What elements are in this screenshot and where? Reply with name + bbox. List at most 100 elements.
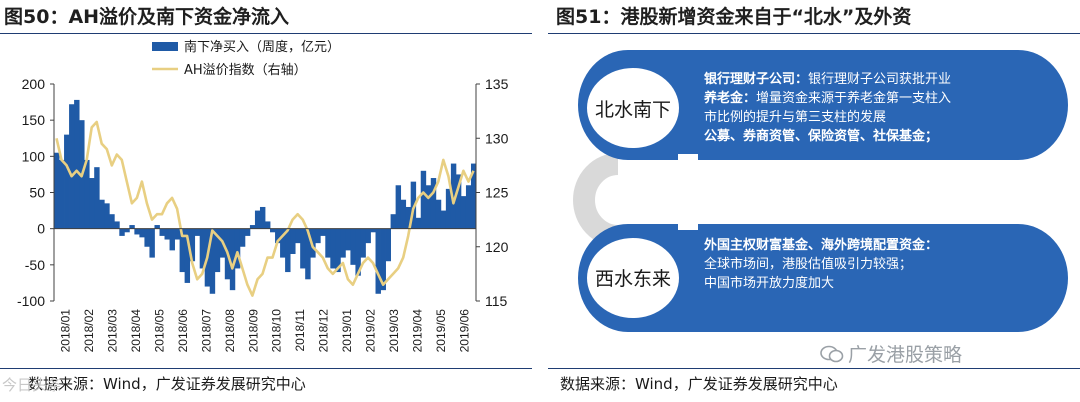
x-tick-label: 2018/06 [176,309,190,353]
wechat-icon [820,345,844,363]
southbound-bar [69,104,75,229]
x-tick-label: 2019/03 [387,309,401,353]
left-tick-label: -50 [25,257,45,273]
corner-watermark: 今日头条 [2,376,63,394]
southbound-bar [400,199,407,229]
southbound-bar [244,228,251,236]
southbound-bar [435,199,442,229]
right-tick-label: 120 [485,239,509,255]
watermark: 广发港股策略 [820,340,962,367]
diagram-text-line: 全球市场间，港股估值吸引力较强； [704,256,912,272]
right-tick-label: 135 [485,76,509,92]
x-tick-label: 2018/12 [317,309,331,353]
southbound-bar [209,228,216,294]
southbound-bar [239,228,246,247]
southbound-bar [350,228,356,265]
diagram-text-line: 外国主权财富基金、海外跨境配置资金： [703,237,938,253]
x-tick-label: 2018/07 [199,309,213,353]
left-tick-label: 150 [22,112,46,128]
southbound-bar [415,217,422,229]
southbound-bar [305,228,311,280]
southbound-bar [410,181,417,229]
southbound-bar [84,159,90,229]
southbound-bar [375,228,381,294]
x-tick-label: 2019/02 [364,309,378,353]
southbound-bar [159,228,165,236]
north-banner [578,50,1068,160]
southbound-bar [179,228,186,273]
southbound-bar [94,167,100,229]
southbound-bar [169,228,175,251]
southbound-bar [254,210,261,229]
southbound-bar [295,228,301,244]
ah-premium-chart: 200 150 100 50 0 -50 -100 135 130 125 120 115 2018/0… [17,39,509,353]
southbound-bar [189,228,196,262]
southbound-bar [325,228,331,258]
southbound-bar [330,228,336,269]
grey-ring [573,153,619,247]
southbound-bar [390,214,397,229]
southbound-bar [365,228,371,244]
southbound-bar [465,185,472,229]
southbound-bar [460,196,467,229]
southbound-bar [54,152,60,229]
southbound-bar [345,228,351,251]
southbound-bar [470,163,477,229]
southbound-bar [199,228,206,269]
diagram-text-line: 养老金：增量资金来源于养老金第一支柱入 [703,90,951,106]
right-tick-label: 115 [485,293,508,309]
source-rule [0,368,532,369]
southbound-bar [119,228,125,236]
southbound-bar [360,228,366,258]
southbound-bar [144,228,150,247]
southbound-bar [249,225,256,229]
x-tick-label: 2019/01 [340,309,354,353]
x-tick-label: 2018/05 [153,309,167,353]
southbound-bar [385,228,391,262]
title-rule [0,33,532,34]
west-circle [587,238,679,318]
diagram-text-line: 中国市场开放力度加大 [704,275,834,291]
west-label: 西水东来 [595,268,671,290]
southbound-bar [74,99,80,229]
left-tick-label: -100 [17,293,45,309]
chart-legend: 南下净买入（周度，亿元） AH溢价指数（右轴） [152,39,340,78]
north-label: 北水南下 [595,99,671,121]
southbound-bar [129,225,135,229]
left-source: 数据来源：Wind，广发证券发展研究中心 [28,375,306,393]
southbound-bar [134,228,140,235]
southbound-bar [174,228,180,240]
x-tick-label: 2018/02 [82,309,96,353]
southbound-bar [214,228,221,273]
capital-source-diagram: 北水南下 西水东来 银行理财子公司：银行理财子公司获批开业养老金：增量资金来源于… [573,50,1068,332]
southbound-bar [300,228,306,269]
north-circle [587,68,679,148]
southbound-bar [320,228,326,236]
southbound-bar [154,225,160,229]
southbound-bar [265,221,271,229]
x-tick-label: 2018/08 [223,309,237,353]
right-tick-label: 130 [485,130,509,146]
x-tick-label: 2019/05 [434,309,448,353]
southbound-bar [270,228,276,233]
x-tick-label: 2019/04 [410,309,424,353]
southbound-bar [149,228,155,258]
x-tick-label: 2018/11 [293,309,307,352]
southbound-bar [445,188,452,229]
southbound-bar [139,228,145,238]
right-source: 数据来源：Wind，广发证券发展研究中心 [560,375,838,393]
southbound-bar [450,163,457,229]
southbound-bar [99,199,105,229]
southbound-bar [315,228,321,244]
x-tick-label: 2018/04 [129,309,143,353]
left-tick-label: 50 [29,185,45,201]
x-tick-label: 2018/10 [270,309,284,353]
x-tick-label: 2019/06 [457,309,471,353]
southbound-bar [229,228,236,291]
legend-bar-swatch [152,42,178,51]
southbound-bar [395,185,402,229]
southbound-bar [430,178,437,229]
southbound-bar [194,228,201,236]
southbound-bar [164,228,170,240]
southbound-bar [64,134,70,229]
